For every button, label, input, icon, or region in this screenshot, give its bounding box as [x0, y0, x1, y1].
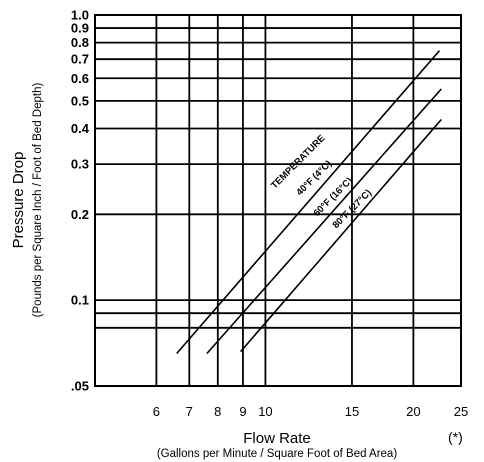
- plot-frame: [94, 14, 462, 387]
- y-tick-label: 0.6: [71, 71, 89, 86]
- x-tick-label: 15: [345, 404, 359, 419]
- x-tick-label: 8: [214, 404, 221, 419]
- series-line-1: [206, 88, 442, 355]
- y-tick-label: 0.8: [71, 35, 89, 50]
- y-tick-label: 0.7: [71, 52, 89, 67]
- footnote-marker: (*): [448, 429, 463, 445]
- x-tick-labels: 6 7 8 9 10 15 20 25: [153, 404, 468, 419]
- x-tick-label: 10: [258, 404, 272, 419]
- annotation-heading: TEMPERATURE: [269, 133, 327, 191]
- x-tick-label: 7: [186, 404, 193, 419]
- y-tick-label: 0.2: [71, 207, 89, 222]
- x-axis-title: Flow Rate: [243, 430, 311, 447]
- series-line-0: [176, 50, 441, 355]
- x-tick-label: 9: [239, 404, 246, 419]
- series-lines: [176, 50, 442, 355]
- x-tick-label: 25: [454, 404, 468, 419]
- y-axis-subtitle: (Pounds per Square Inch / Foot of Bed De…: [32, 83, 44, 318]
- x-axis-subtitle: (Gallons per Minute / Square Foot of Bed…: [157, 448, 398, 460]
- y-tick-label: 0.3: [71, 157, 89, 172]
- x-tick-label: 6: [153, 404, 160, 419]
- y-tick-labels: 1.00.90.8 0.7 0.6 0.5 0.4 0.3 0.2 0.1 .05: [71, 8, 90, 394]
- y-axis-title: Pressure Drop: [10, 152, 27, 249]
- y-tick-label: 0.1: [71, 293, 89, 308]
- y-tick-label: 0.4: [71, 121, 90, 136]
- grid: [95, 14, 461, 387]
- y-tick-label: 0.5: [71, 93, 89, 108]
- y-tick-label: .05: [71, 379, 89, 394]
- y-tick-label: 1.0: [71, 8, 89, 23]
- y-tick-label: 0.9: [71, 21, 89, 36]
- series-line-2: [239, 118, 442, 353]
- x-tick-label: 20: [406, 404, 420, 419]
